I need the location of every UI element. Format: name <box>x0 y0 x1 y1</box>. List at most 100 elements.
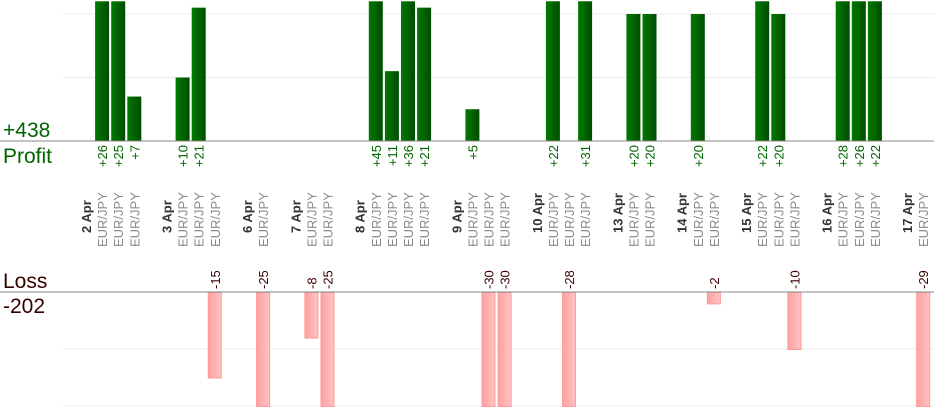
loss-value-label: -8 <box>304 277 319 289</box>
profit-value-label: +20 <box>691 145 706 167</box>
loss-bar <box>256 292 271 407</box>
profit-value-label: +22 <box>546 145 561 167</box>
pair-label: EUR/JPY <box>482 192 497 247</box>
date-label: 10 Apr <box>530 193 545 233</box>
date-label: 16 Apr <box>820 193 835 233</box>
pair-label: EUR/JPY <box>562 192 577 247</box>
profit-bar <box>835 1 850 141</box>
loss-value-label: -25 <box>256 270 271 289</box>
loss-bar <box>562 292 576 407</box>
pair-label: EUR/JPY <box>546 192 561 247</box>
loss-bar <box>320 292 335 407</box>
pair-label: EUR/JPY <box>304 192 319 247</box>
profit-value-label: +26 <box>852 145 867 167</box>
date-label: 3 Apr <box>160 200 175 233</box>
pair-label: EUR/JPY <box>707 192 722 247</box>
profit-bar <box>191 7 206 142</box>
loss-value-label: -30 <box>482 270 497 289</box>
loss-value-label: -30 <box>498 270 513 289</box>
profit-label: Profit <box>3 145 52 168</box>
pair-label: EUR/JPY <box>852 192 867 247</box>
pair-label: EUR/JPY <box>787 192 802 247</box>
loss-total: -202 <box>3 295 45 318</box>
profit-bar <box>642 14 657 141</box>
loss-label: Loss <box>3 270 47 293</box>
profit-bar <box>755 1 770 141</box>
pair-label: EUR/JPY <box>771 192 786 247</box>
pair-label: EUR/JPY <box>321 192 336 247</box>
profit-value-label: +5 <box>465 145 480 160</box>
profit-value-label: +22 <box>755 145 770 167</box>
pair-label: EUR/JPY <box>192 192 207 247</box>
loss-value-label: -2 <box>707 277 722 289</box>
profit-bar <box>465 109 480 141</box>
profit-bar <box>368 1 383 141</box>
profit-value-label: +28 <box>836 145 851 167</box>
profit-bar <box>851 1 866 141</box>
pair-label: EUR/JPY <box>208 192 223 247</box>
loss-value-label: -15 <box>208 270 223 289</box>
pair-label: EUR/JPY <box>417 192 432 247</box>
pair-label: EUR/JPY <box>369 192 384 247</box>
profit-bar <box>417 7 432 142</box>
pair-label: EUR/JPY <box>385 192 400 247</box>
pair-label: EUR/JPY <box>755 192 770 247</box>
profit-bar <box>95 1 110 141</box>
pair-label: EUR/JPY <box>643 192 658 247</box>
profit-value-label: +31 <box>578 145 593 167</box>
pair-label: EUR/JPY <box>868 192 883 247</box>
profit-bar <box>127 96 142 141</box>
loss-bar <box>706 292 721 305</box>
date-label: 14 Apr <box>675 193 690 233</box>
date-label: 7 Apr <box>288 200 303 233</box>
profit-bar <box>578 1 593 141</box>
date-label: 13 Apr <box>610 193 625 233</box>
loss-bar <box>497 292 512 407</box>
pair-label: EUR/JPY <box>578 192 593 247</box>
pair-label: EUR/JPY <box>111 192 126 247</box>
loss-bar <box>787 292 802 350</box>
date-label: 2 Apr <box>79 200 94 233</box>
profit-value-label: +20 <box>771 145 786 167</box>
profit-value-label: +10 <box>176 145 191 167</box>
profit-bar <box>384 71 399 141</box>
profit-bar <box>545 1 560 141</box>
date-label: 15 Apr <box>739 193 754 233</box>
pair-label: EUR/JPY <box>401 192 416 247</box>
pair-label: EUR/JPY <box>626 192 641 247</box>
profit-value-label: +25 <box>111 145 126 167</box>
loss-value-label: -29 <box>916 270 931 289</box>
profit-bar <box>771 14 786 141</box>
date-label: 6 Apr <box>240 200 255 233</box>
pair-label: EUR/JPY <box>498 192 513 247</box>
profit-value-label: +21 <box>417 145 432 167</box>
pair-label: EUR/JPY <box>127 192 142 247</box>
pair-label: EUR/JPY <box>256 192 271 247</box>
labels: 2 Apr EUR/JPY +26 EUR/JPY +25 EUR/JPY +7 3 Apr E… <box>79 145 931 289</box>
loss-bar <box>207 292 222 379</box>
pair-label: EUR/JPY <box>691 192 706 247</box>
pair-label: EUR/JPY <box>95 192 110 247</box>
loss-value-label: -25 <box>321 270 336 289</box>
pair-label: EUR/JPY <box>836 192 851 247</box>
profit-value-label: +20 <box>626 145 641 167</box>
loss-value-label: -10 <box>787 270 802 289</box>
profit-bar <box>626 14 641 141</box>
bars <box>95 1 931 407</box>
profit-value-label: +7 <box>127 145 142 160</box>
profit-value-label: +20 <box>643 145 658 167</box>
profit-bar <box>111 1 126 141</box>
pair-label: EUR/JPY <box>916 192 931 247</box>
profit-bar <box>867 1 882 141</box>
profit-value-label: +22 <box>868 145 883 167</box>
date-label: 8 Apr <box>353 200 368 233</box>
profit-value-label: +11 <box>385 145 400 166</box>
profit-bar <box>690 14 705 141</box>
profit-bar <box>401 1 415 141</box>
date-label: 9 Apr <box>449 200 464 233</box>
profit-total: +438 <box>3 119 50 142</box>
loss-bar <box>481 292 496 407</box>
profit-value-label: +21 <box>192 145 207 167</box>
loss-bar <box>304 292 319 339</box>
